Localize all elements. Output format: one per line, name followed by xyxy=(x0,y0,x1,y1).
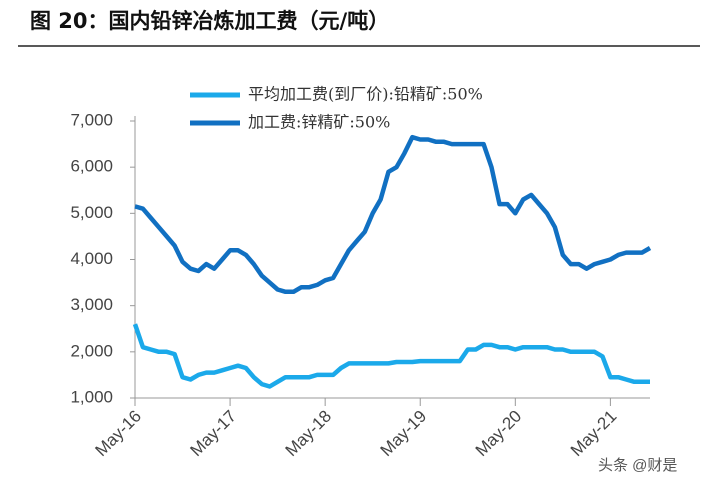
legend-label: 加工费:锌精矿:50% xyxy=(248,113,390,132)
y-tick-label: 1,000 xyxy=(70,387,113,406)
legend-label: 平均加工费(到厂价):铅精矿:50% xyxy=(248,85,483,104)
x-tick-label: May-21 xyxy=(567,407,621,461)
x-tick-label: May-20 xyxy=(472,407,526,461)
y-tick-label: 2,000 xyxy=(70,341,113,360)
x-tick-label: May-19 xyxy=(377,407,431,461)
y-tick-label: 7,000 xyxy=(70,110,113,129)
chart-title: 图 20：国内铅锌冶炼加工费（元/吨） xyxy=(30,9,389,33)
series-line xyxy=(132,323,650,389)
watermark: 头条 @财是 xyxy=(598,457,677,474)
x-tick-label: May-18 xyxy=(282,407,336,461)
y-tick-label: 5,000 xyxy=(70,203,113,222)
x-tick-label: May-17 xyxy=(187,407,241,461)
series-line xyxy=(134,134,652,295)
y-tick-label: 6,000 xyxy=(70,157,113,176)
y-tick-label: 4,000 xyxy=(70,249,113,268)
y-tick-label: 3,000 xyxy=(70,295,113,314)
x-tick-label: May-16 xyxy=(91,407,145,461)
